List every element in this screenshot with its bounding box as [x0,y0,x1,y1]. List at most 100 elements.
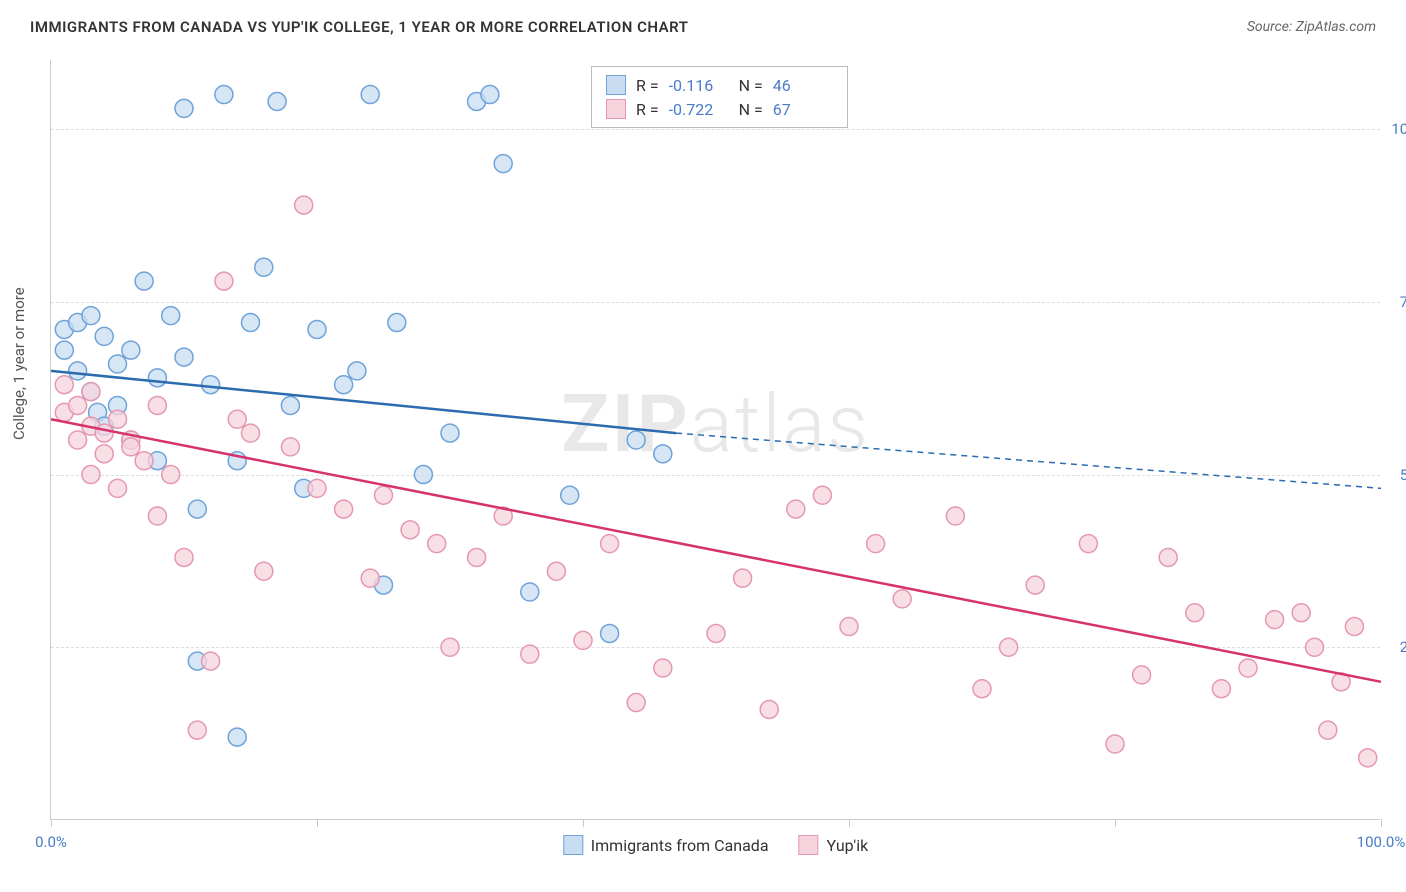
data-point [69,396,87,414]
y-axis-label: College, 1 year or more [10,287,28,440]
r-label: R = [636,76,659,95]
data-point [215,272,233,290]
data-point [734,569,752,587]
chart-title: IMMIGRANTS FROM CANADA VS YUP'IK COLLEGE… [30,18,688,36]
data-point [707,624,725,642]
data-point [1106,735,1124,753]
x-tick [1381,819,1382,827]
data-point [175,348,193,366]
data-point [242,314,260,332]
data-point [574,631,592,649]
data-point [69,431,87,449]
data-point [441,424,459,442]
r-value: -0.116 [669,76,729,95]
correlation-stats-box: R = -0.116N = 46R = -0.722N = 67 [591,66,848,128]
data-point [401,521,419,539]
data-point [893,590,911,608]
data-point [82,383,100,401]
data-point [175,99,193,117]
data-point [361,569,379,587]
data-point [148,396,166,414]
data-point [188,721,206,739]
n-value: 67 [773,100,833,119]
data-point [1266,611,1284,629]
data-point [109,479,127,497]
y-tick-label: 100.0% [1391,120,1406,138]
n-label: N = [739,100,763,119]
data-point [1345,618,1363,636]
data-point [122,341,140,359]
data-point [1239,659,1257,677]
y-tick-label: 50.0% [1400,466,1406,484]
data-point [481,86,499,104]
data-point [162,307,180,325]
legend-swatch [799,835,819,855]
data-point [1292,604,1310,622]
data-point [468,548,486,566]
data-point [1319,721,1337,739]
data-point [1000,638,1018,656]
stats-row: R = -0.116N = 46 [606,73,833,97]
data-point [787,500,805,518]
data-point [335,376,353,394]
data-point [627,431,645,449]
data-point [348,362,366,380]
regression-line-extrapolated [676,433,1381,488]
regression-line [51,371,676,433]
data-point [428,535,446,553]
data-point [148,369,166,387]
r-value: -0.722 [669,100,729,119]
x-tick [51,819,52,827]
data-point [228,410,246,428]
data-point [268,92,286,110]
data-point [521,645,539,663]
data-point [1359,749,1377,767]
n-value: 46 [773,76,833,95]
x-tick [1115,819,1116,827]
data-point [973,680,991,698]
data-point [281,438,299,456]
data-point [215,86,233,104]
series-legend: Immigrants from CanadaYup'ik [563,835,868,855]
data-point [1133,666,1151,684]
data-point [547,562,565,580]
data-point [228,728,246,746]
data-point [202,376,220,394]
legend-swatch [563,835,583,855]
scatter-plot-svg [51,60,1380,819]
data-point [95,424,113,442]
chart-header: IMMIGRANTS FROM CANADA VS YUP'IK COLLEGE… [0,0,1406,46]
data-point [867,535,885,553]
data-point [135,272,153,290]
data-point [175,548,193,566]
data-point [388,314,406,332]
data-point [1159,548,1177,566]
data-point [308,320,326,338]
data-point [375,486,393,504]
r-label: R = [636,100,659,119]
data-point [255,258,273,276]
data-point [627,694,645,712]
data-point [69,362,87,380]
data-point [82,307,100,325]
legend-label: Immigrants from Canada [591,836,769,855]
x-tick-label: 0.0% [35,833,67,851]
data-point [55,341,73,359]
data-point [148,507,166,525]
data-point [946,507,964,525]
data-point [335,500,353,518]
data-point [1212,680,1230,698]
x-tick [317,819,318,827]
legend-swatch [606,99,626,119]
data-point [1306,638,1324,656]
data-point [760,700,778,718]
y-tick-label: 25.0% [1400,638,1406,656]
data-point [654,445,672,463]
data-point [308,479,326,497]
data-point [561,486,579,504]
data-point [188,500,206,518]
data-point [361,86,379,104]
data-point [813,486,831,504]
data-point [202,652,220,670]
data-point [135,452,153,470]
